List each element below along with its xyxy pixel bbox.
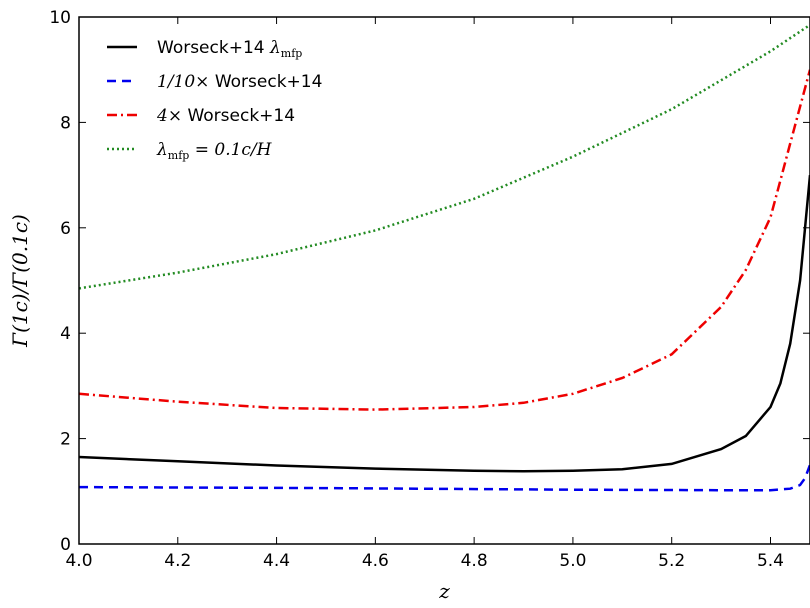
x-tick-label: 5.0	[559, 551, 586, 571]
x-tick-label: 4.4	[263, 551, 290, 571]
legend-label: Worseck+14 λmfp	[157, 38, 302, 60]
legend-label: λmfp = 0.1c/H	[156, 140, 273, 162]
y-tick-label: 0	[60, 535, 71, 555]
y-tick-label: 8	[60, 113, 71, 133]
y-tick-label: 2	[60, 430, 71, 450]
y-tick-label: 10	[49, 8, 71, 28]
x-tick-label: 5.4	[757, 551, 784, 571]
x-axis-label: z	[438, 579, 450, 603]
y-axis-label: Γ(1c)/Γ(0.1c)	[8, 214, 32, 348]
legend-entry-3: 4× Worseck+14	[107, 106, 295, 126]
plot-area	[79, 17, 810, 544]
plot-background	[79, 17, 810, 544]
series-line-3	[79, 69, 810, 411]
legend-entry-1: Worseck+14 λmfp	[107, 38, 302, 60]
legend-entry-4: λmfp = 0.1c/H	[107, 140, 273, 162]
x-tick-label: 4.8	[461, 551, 488, 571]
legend-label: 1/10× Worseck+14	[157, 72, 322, 92]
y-tick-label: 4	[60, 324, 71, 344]
axes-layer: 4.0 4.2 4.4 4.6 4.8 5.0 5.2 5.4 0 2 4 6 8 10	[49, 8, 810, 571]
legend: Worseck+14 λmfp 1/10× Worseck+14 4× Worsec…	[107, 38, 322, 162]
series-line-2	[79, 464, 810, 492]
x-tick-label: 4.6	[362, 551, 389, 571]
x-tick-label: 4.0	[65, 551, 92, 571]
series-line-4	[79, 23, 810, 290]
series-line-1	[79, 174, 810, 473]
legend-entry-2: 1/10× Worseck+14	[107, 72, 322, 92]
x-tick-label: 5.2	[658, 551, 685, 571]
y-tick-label: 6	[60, 219, 71, 239]
legend-label: 4× Worseck+14	[156, 106, 295, 126]
axes-frame	[78, 16, 810, 545]
series-layer	[79, 23, 810, 492]
x-tick-label: 4.2	[164, 551, 191, 571]
